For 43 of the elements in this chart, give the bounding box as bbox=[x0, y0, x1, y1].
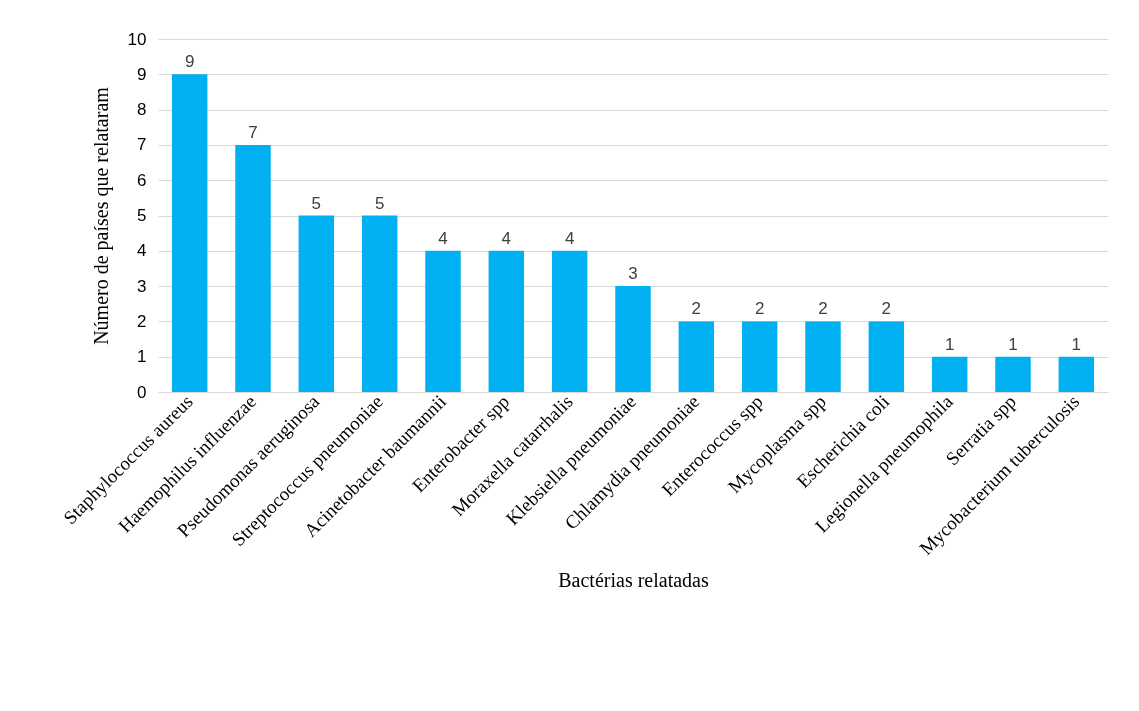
y-tick-label: 4 bbox=[137, 241, 147, 261]
y-tick-label: 10 bbox=[127, 29, 147, 49]
bar bbox=[868, 321, 905, 392]
data-label: 1 bbox=[944, 334, 955, 354]
y-tick-label: 9 bbox=[137, 64, 147, 84]
y-tick-label: 7 bbox=[137, 135, 147, 155]
bar bbox=[298, 215, 335, 392]
x-axis-title: Bactérias relatadas bbox=[558, 568, 709, 591]
bar bbox=[171, 74, 208, 392]
bar bbox=[425, 250, 461, 392]
data-label: 3 bbox=[628, 264, 638, 284]
bar bbox=[678, 321, 715, 392]
bar bbox=[488, 250, 525, 392]
y-tick-label: 2 bbox=[137, 311, 147, 331]
y-tick-label: 3 bbox=[137, 276, 147, 296]
y-tick-label: 6 bbox=[137, 170, 147, 190]
y-axis-title: Número de países que relataram bbox=[89, 86, 113, 345]
data-label: 1 bbox=[1071, 334, 1082, 354]
data-label: 4 bbox=[564, 228, 575, 248]
data-label: 2 bbox=[754, 299, 765, 319]
y-tick-label: 5 bbox=[137, 206, 147, 225]
y-tick-label: 0 bbox=[137, 382, 147, 402]
data-label: 2 bbox=[691, 299, 702, 319]
bar bbox=[1058, 356, 1095, 392]
bar bbox=[741, 321, 778, 392]
data-label: 2 bbox=[818, 299, 828, 319]
bar bbox=[805, 321, 841, 392]
data-label: 1 bbox=[1008, 334, 1018, 354]
bar bbox=[235, 144, 271, 392]
bar bbox=[551, 250, 588, 392]
bar bbox=[995, 356, 1031, 392]
bar bbox=[931, 356, 968, 392]
bar bbox=[361, 215, 398, 392]
data-label: 4 bbox=[501, 228, 512, 248]
y-tick-label: 1 bbox=[137, 347, 147, 367]
data-label: 7 bbox=[248, 122, 258, 142]
y-tick-label: 8 bbox=[137, 100, 147, 120]
data-label: 5 bbox=[374, 193, 385, 213]
data-label: 2 bbox=[881, 299, 892, 319]
data-label: 5 bbox=[311, 193, 322, 213]
data-label: 9 bbox=[184, 52, 195, 72]
data-label: 4 bbox=[438, 228, 448, 248]
bar bbox=[615, 286, 651, 392]
